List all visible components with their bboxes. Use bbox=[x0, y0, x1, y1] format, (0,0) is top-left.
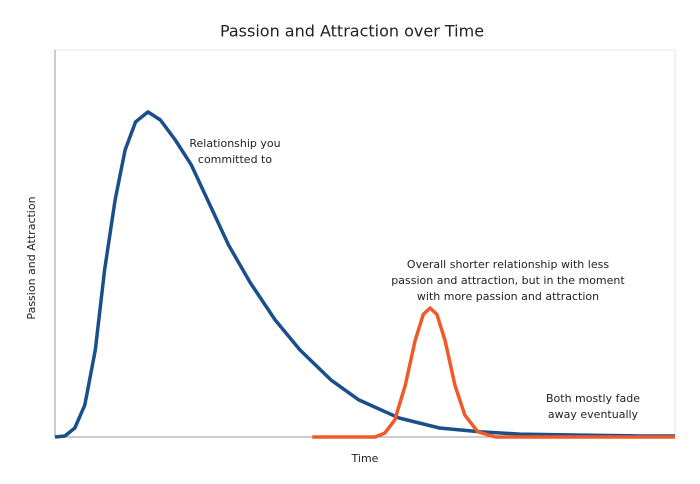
annotations: Relationship you committed to Overall shor… bbox=[189, 137, 640, 421]
annotation: Overall shorter relationship with less bbox=[407, 258, 609, 271]
x-axis-label: Time bbox=[351, 452, 379, 465]
annotation: Relationship you bbox=[189, 137, 280, 150]
annotation: committed to bbox=[198, 153, 272, 166]
annotation: away eventually bbox=[548, 408, 639, 421]
annotation: Both mostly fade bbox=[546, 392, 640, 405]
annotation: passion and attraction, but in the momen… bbox=[391, 274, 625, 287]
series-line bbox=[54, 110, 675, 439]
chart-title: Passion and Attraction over Time bbox=[220, 22, 484, 41]
series-line bbox=[312, 306, 675, 439]
y-axis-label: Passion and Attraction bbox=[25, 196, 38, 319]
plot-frame bbox=[54, 49, 676, 438]
annotation: with more passion and attraction bbox=[417, 290, 599, 303]
